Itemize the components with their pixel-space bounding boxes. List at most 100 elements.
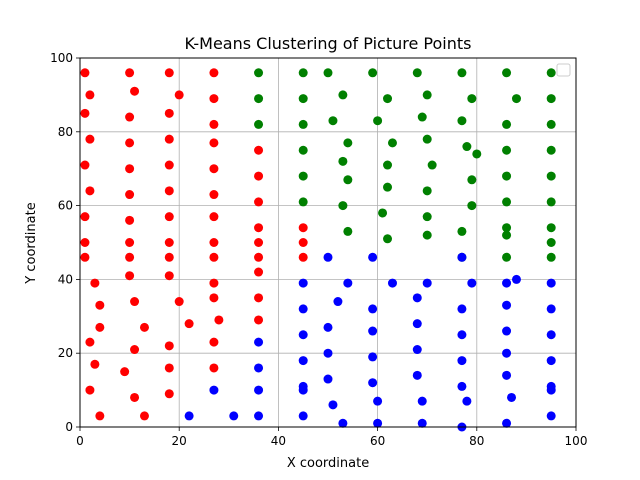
data-point [254, 293, 264, 303]
data-point [378, 208, 388, 218]
data-point [125, 252, 135, 262]
data-point [502, 348, 512, 358]
data-point [467, 201, 477, 211]
data-point [368, 68, 378, 78]
y-tick-label: 80 [58, 125, 73, 139]
data-point [323, 322, 333, 332]
data-point [387, 278, 397, 288]
data-point [85, 90, 95, 100]
data-point [502, 300, 512, 310]
data-point [502, 230, 512, 240]
y-tick-label: 20 [58, 346, 73, 360]
data-point [502, 278, 512, 288]
data-point [209, 164, 219, 174]
data-point [338, 90, 348, 100]
data-point [209, 68, 219, 78]
data-point [298, 171, 308, 181]
data-point [298, 304, 308, 314]
data-point [457, 116, 467, 126]
plot-frame [79, 57, 577, 428]
data-point [338, 156, 348, 166]
data-point [328, 116, 338, 126]
data-point [80, 238, 90, 247]
data-point [254, 411, 264, 421]
data-point [472, 149, 482, 159]
data-point [383, 234, 393, 244]
data-point [412, 293, 422, 303]
data-point [164, 271, 174, 281]
data-point [457, 381, 467, 391]
data-point [502, 252, 512, 262]
data-point [164, 389, 174, 399]
data-point [164, 341, 174, 351]
data-point [546, 356, 556, 366]
data-point [373, 396, 383, 406]
data-point [546, 223, 556, 233]
data-point [95, 322, 105, 332]
data-point [546, 330, 556, 340]
data-point [412, 68, 422, 78]
data-point [298, 411, 308, 421]
data-point [80, 252, 90, 262]
data-point [174, 297, 184, 307]
data-point [164, 212, 174, 222]
data-point [368, 304, 378, 314]
legend-box [556, 63, 571, 77]
data-point [546, 197, 556, 207]
data-point [139, 411, 149, 421]
data-point [422, 90, 432, 100]
data-point [80, 160, 90, 170]
data-point [422, 212, 432, 222]
data-point [254, 94, 264, 104]
data-point [427, 160, 437, 170]
data-point [373, 418, 383, 428]
data-point [209, 252, 219, 262]
data-point [462, 142, 472, 152]
data-point [298, 223, 308, 233]
data-point [298, 385, 308, 395]
data-point [323, 68, 333, 78]
data-point [546, 68, 556, 78]
x-tick-label: 100 [565, 434, 588, 448]
data-point [546, 304, 556, 314]
data-point [184, 319, 194, 329]
data-point [95, 411, 105, 421]
data-point [457, 330, 467, 340]
data-point [323, 348, 333, 358]
data-point [343, 278, 353, 288]
data-point [85, 134, 95, 144]
data-point [412, 370, 422, 380]
data-point [502, 171, 512, 181]
data-point [164, 238, 174, 247]
data-point [546, 238, 556, 247]
data-point [254, 223, 264, 233]
data-point [383, 94, 393, 104]
data-point [546, 119, 556, 129]
data-point [373, 116, 383, 126]
data-point [502, 418, 512, 428]
data-point [502, 326, 512, 336]
data-point [462, 396, 472, 406]
data-point [125, 190, 135, 200]
data-point [457, 226, 467, 236]
data-point [298, 119, 308, 129]
data-point [507, 392, 517, 402]
data-point [422, 230, 432, 240]
data-point [298, 145, 308, 155]
data-point [422, 134, 432, 144]
data-point [254, 68, 264, 78]
data-point [80, 68, 90, 78]
data-point [90, 278, 100, 288]
data-point [209, 94, 219, 104]
data-point [412, 319, 422, 329]
data-point [422, 186, 432, 196]
data-point [546, 252, 556, 262]
data-point [209, 119, 219, 129]
data-point [139, 322, 149, 332]
data-point [80, 108, 90, 118]
data-point [333, 297, 343, 307]
data-point [209, 337, 219, 347]
data-point [164, 252, 174, 262]
data-point [209, 138, 219, 148]
